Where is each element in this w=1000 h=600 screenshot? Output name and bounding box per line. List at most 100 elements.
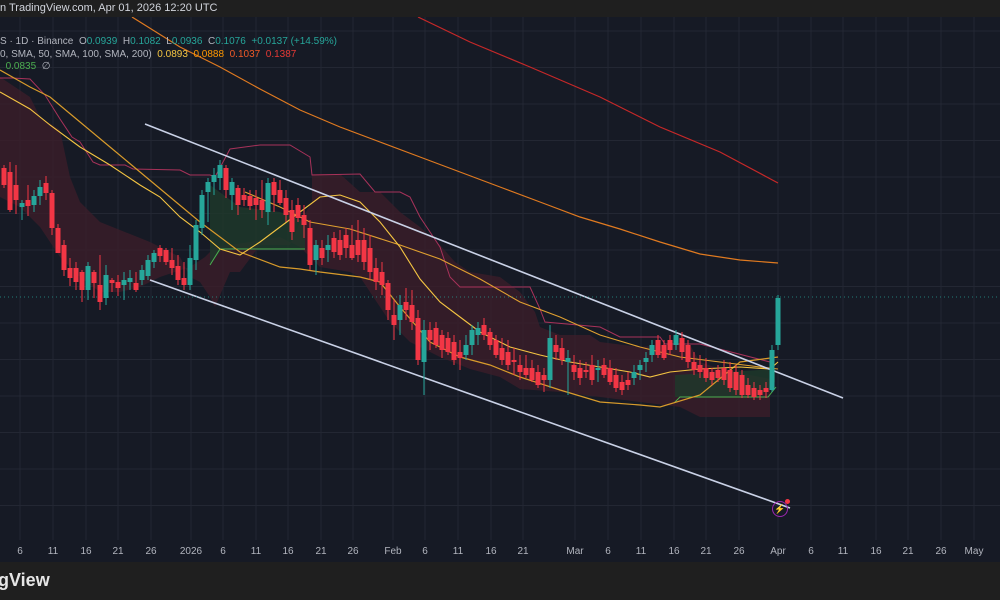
time-tick: 21 — [902, 546, 914, 557]
candle — [91, 270, 97, 298]
candle — [295, 198, 301, 222]
candle — [475, 322, 481, 345]
candle — [163, 248, 169, 265]
candle — [751, 382, 757, 400]
candle — [19, 200, 25, 220]
candle — [655, 335, 661, 358]
candle — [493, 335, 499, 358]
red-cloud-edge — [0, 77, 771, 363]
symbol-label: S · 1D · Binance — [0, 36, 74, 47]
time-tick: 26 — [347, 546, 359, 557]
chart-legend: S · 1D · Binance O0.0939 H0.1082 L0.0936… — [0, 36, 337, 74]
candle — [7, 162, 13, 212]
candle — [157, 245, 163, 262]
time-tick: Mar — [566, 546, 584, 557]
candle — [139, 265, 145, 285]
time-tick: 26 — [145, 546, 157, 557]
candle — [151, 250, 157, 268]
candle — [277, 180, 283, 205]
candle — [379, 262, 385, 295]
candle — [325, 235, 331, 262]
candle — [583, 362, 589, 378]
candle — [619, 375, 625, 395]
candle — [175, 255, 181, 285]
candle — [727, 362, 733, 392]
candle — [67, 258, 73, 286]
open-value: 0.0939 — [86, 36, 118, 47]
candle — [73, 262, 79, 290]
chart-area[interactable]: S · 1D · Binance O0.0939 H0.1082 L0.0936… — [0, 17, 1000, 562]
candle — [307, 220, 313, 270]
candle — [691, 352, 697, 375]
ma-20-value: 0.0893 — [157, 48, 188, 60]
candle — [613, 368, 619, 392]
candle — [463, 335, 469, 360]
candle — [409, 290, 415, 330]
chart-caption: n TradingView.com, Apr 01, 2026 12:20 UT… — [0, 2, 218, 14]
candle — [709, 368, 715, 385]
candle — [553, 335, 559, 360]
candle — [319, 240, 325, 265]
candle — [211, 168, 217, 195]
candle — [199, 190, 205, 235]
candle — [589, 355, 595, 385]
candle — [523, 355, 529, 378]
candle — [169, 248, 175, 275]
candle — [535, 365, 541, 388]
lightning-event-icon[interactable]: ⚡ — [772, 499, 790, 517]
ma-params: 0, SMA, 50, SMA, 100, SMA, 200) — [0, 48, 152, 60]
candle — [49, 190, 55, 235]
change-value: +0.0137 (+14.59%) — [251, 36, 337, 47]
candle — [775, 295, 781, 350]
candle — [721, 360, 727, 385]
candle — [109, 278, 115, 292]
candle — [1, 165, 7, 188]
sma-50-mid — [244, 191, 779, 370]
candle — [631, 365, 637, 385]
candle — [205, 178, 211, 222]
candle — [85, 262, 91, 300]
time-tick: 16 — [870, 546, 882, 557]
candle — [223, 165, 229, 198]
price-chart[interactable] — [0, 17, 1000, 562]
candle — [343, 228, 349, 258]
candle — [421, 320, 427, 395]
candle — [517, 355, 523, 380]
candle — [745, 378, 751, 398]
candle — [253, 190, 259, 220]
candle — [445, 332, 451, 355]
time-tick: 6 — [422, 546, 428, 557]
candle — [133, 272, 139, 292]
time-axis[interactable]: 6 11 16 21 26 2026 6 11 16 21 26 Feb 6 11 16 21 Mar 6 11 16… — [0, 540, 1000, 562]
candle — [265, 178, 271, 225]
candle — [229, 178, 235, 210]
candle — [577, 360, 583, 385]
candle — [61, 240, 67, 276]
candle — [181, 262, 187, 290]
candle — [529, 360, 535, 382]
header-bar: n TradingView.com, Apr 01, 2026 12:20 UT… — [0, 0, 1000, 17]
time-tick: 21 — [517, 546, 529, 557]
candle — [757, 385, 763, 400]
candle — [739, 370, 745, 398]
candle — [367, 235, 373, 280]
candle — [487, 328, 493, 350]
candle — [55, 224, 61, 253]
time-tick: 2026 — [179, 546, 203, 557]
time-tick: 11 — [250, 546, 262, 557]
candle — [565, 350, 571, 395]
time-tick: 11 — [837, 546, 849, 557]
ma-100-value: 0.1037 — [229, 48, 261, 60]
candlesticks — [1, 160, 781, 400]
candle — [433, 322, 439, 348]
candle — [355, 220, 361, 262]
close-value: 0.1076 — [215, 36, 246, 47]
high-value: 0.1082 — [130, 36, 161, 47]
ma-200-value: 0.1387 — [265, 48, 297, 60]
green-cloud — [210, 185, 305, 265]
candle — [601, 358, 607, 378]
hidden-eye-icon[interactable]: ∅ — [41, 61, 51, 72]
candle — [31, 190, 37, 212]
time-tick: 11 — [635, 546, 647, 557]
candle — [289, 200, 295, 240]
